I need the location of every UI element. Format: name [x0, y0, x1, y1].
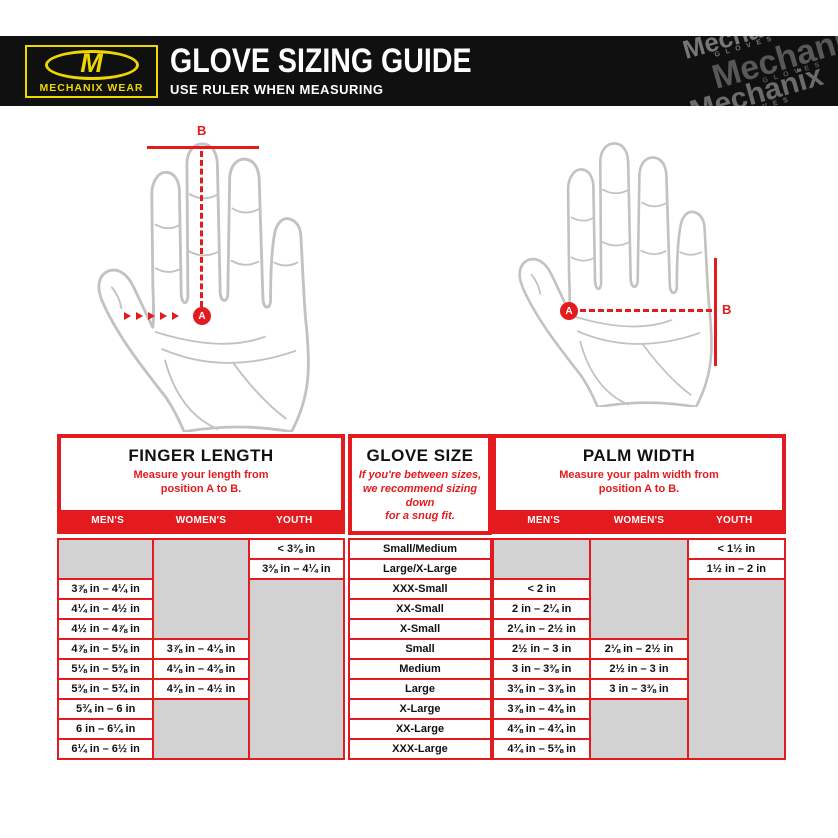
column-header: YOUTH	[276, 514, 313, 526]
cell-finger_length-mens-row3: 3⅞ in – 4¼ in	[59, 580, 153, 598]
empty-cell-finger_length-mens	[59, 540, 153, 578]
cell-palm_width-mens-row4: 2 in – 2¼ in	[494, 600, 590, 618]
section-palm-width: PALM WIDTH Measure your palm width from p…	[492, 434, 786, 534]
cell-finger_length-mens-row7: 5⅛ in – 5⅜ in	[59, 660, 153, 678]
logo-m-mark: M	[80, 48, 103, 78]
mechanix-logo: M MECHANIX WEAR	[25, 45, 158, 98]
section-title: GLOVE SIZE	[366, 446, 474, 465]
cell-glove_size-size-row4: XX-Small	[350, 600, 490, 618]
arrow-icon	[148, 312, 155, 320]
logo-oval-icon: M	[44, 48, 139, 80]
section-header-panel: PALM WIDTH Measure your palm width from p…	[496, 438, 782, 510]
section-finger-length: FINGER LENGTH Measure your length from po…	[57, 434, 345, 534]
cell-palm_width-youth-row1: < 1½ in	[688, 540, 784, 558]
cell-glove_size-size-row8: Large	[350, 680, 490, 698]
cell-finger_length-mens-row9: 5¾ in – 6 in	[59, 700, 153, 718]
cell-palm_width-womens-row6: 2⅛ in – 2½ in	[591, 640, 687, 658]
cell-finger_length-womens-row8: 4⅜ in – 4½ in	[154, 680, 248, 698]
cell-finger_length-youth-row1: < 3⅜ in	[249, 540, 343, 558]
empty-cell-palm_width-mens	[494, 540, 590, 578]
cell-glove_size-size-row7: Medium	[350, 660, 490, 678]
measure-dashed-line-right	[580, 309, 712, 312]
column-header: MEN'S	[91, 514, 125, 526]
palm-width-grid: < 2 in 2 in – 2¼ in 2¼ in – 2½ in 2½ in – 3…	[492, 538, 786, 760]
measure-arrows-left	[124, 312, 179, 320]
cell-glove_size-size-row2: Large/X-Large	[350, 560, 490, 578]
cell-finger_length-mens-row11: 6¼ in – 6½ in	[59, 740, 153, 758]
column-header-row: MEN'S WOMEN'S YOUTH	[61, 510, 341, 530]
arrow-icon	[136, 312, 143, 320]
empty-cell-palm_width-youth	[688, 580, 784, 758]
measure-line-b-right	[714, 258, 717, 366]
right-hand-illustration	[518, 142, 713, 407]
section-header-panel: GLOVE SIZE If you're between sizes, we re…	[352, 438, 488, 531]
cell-glove_size-size-row5: X-Small	[350, 620, 490, 638]
cell-finger_length-mens-row8: 5⅜ in – 5¾ in	[59, 680, 153, 698]
left-hand-illustration	[97, 142, 310, 432]
section-title: FINGER LENGTH	[128, 446, 274, 465]
section-glove-size: GLOVE SIZE If you're between sizes, we re…	[348, 434, 492, 535]
cell-palm_width-mens-row5: 2¼ in – 2½ in	[494, 620, 590, 638]
measure-dashed-line-left	[200, 151, 203, 307]
cell-palm_width-mens-row8: 3⅜ in – 3⅞ in	[494, 680, 590, 698]
empty-cell-finger_length-womens	[154, 540, 248, 638]
cell-glove_size-size-row6: Small	[350, 640, 490, 658]
brand-name: MECHANIX WEAR	[39, 81, 144, 94]
cell-glove_size-size-row10: XX-Large	[350, 720, 490, 738]
marker-b-right: B	[722, 302, 732, 317]
marker-a-left: A	[193, 307, 211, 325]
cell-palm_width-womens-row8: 3 in – 3⅜ in	[591, 680, 687, 698]
cell-glove_size-size-row11: XXX-Large	[350, 740, 490, 758]
column-header: WOMEN'S	[175, 514, 227, 526]
cell-glove_size-size-row1: Small/Medium	[350, 540, 490, 558]
cell-palm_width-mens-row9: 3⅞ in – 4⅜ in	[494, 700, 590, 718]
cell-glove_size-size-row3: XXX-Small	[350, 580, 490, 598]
marker-a-right: A	[560, 302, 578, 320]
finger-length-grid: 3⅞ in – 4¼ in 4¼ in – 4½ in 4½ in – 4⅞ in 4…	[57, 538, 345, 760]
cell-palm_width-mens-row10: 4⅜ in – 4¾ in	[494, 720, 590, 738]
page-title: GLOVE SIZING GUIDE	[170, 42, 472, 80]
cell-palm_width-mens-row3: < 2 in	[494, 580, 590, 598]
empty-cell-finger_length-youth	[249, 580, 343, 758]
glove-size-grid: Small/Medium Large/X-Large XXX-Small XX-Sma…	[348, 538, 492, 760]
cell-finger_length-womens-row7: 4⅛ in – 4⅜ in	[154, 660, 248, 678]
section-title: PALM WIDTH	[582, 446, 696, 465]
cell-palm_width-youth-row2: 1½ in – 2 in	[688, 560, 784, 578]
column-header-row: MEN'S WOMEN'S YOUTH	[496, 510, 782, 530]
empty-cell-finger_length-womens	[154, 700, 248, 758]
section-description: Measure your length from position A to B.	[133, 469, 269, 495]
column-header: YOUTH	[716, 514, 753, 526]
empty-cell-palm_width-womens	[591, 540, 687, 638]
section-description: If you're between sizes, we recommend siz…	[358, 469, 482, 523]
page-subtitle: USE RULER WHEN MEASURING	[170, 82, 384, 97]
cell-palm_width-mens-row6: 2½ in – 3 in	[494, 640, 590, 658]
section-description: Measure your palm width from position A t…	[559, 469, 719, 495]
section-header-panel: FINGER LENGTH Measure your length from po…	[61, 438, 341, 510]
arrow-icon	[124, 312, 131, 320]
cell-finger_length-mens-row4: 4¼ in – 4½ in	[59, 600, 153, 618]
cell-finger_length-mens-row10: 6 in – 6¼ in	[59, 720, 153, 738]
cell-palm_width-mens-row11: 4¾ in – 5⅜ in	[494, 740, 590, 758]
cell-palm_width-mens-row7: 3 in – 3⅜ in	[494, 660, 590, 678]
cell-palm_width-womens-row7: 2½ in – 3 in	[591, 660, 687, 678]
column-header: MEN'S	[527, 514, 561, 526]
measure-line-b-left	[147, 146, 259, 149]
arrow-icon	[160, 312, 167, 320]
header-bar: M MECHANIX WEAR GLOVE SIZING GUIDE USE R…	[0, 36, 838, 106]
cell-finger_length-mens-row6: 4⅞ in – 5⅛ in	[59, 640, 153, 658]
marker-b-left: B	[197, 123, 207, 138]
cell-finger_length-youth-row2: 3⅜ in – 4¼ in	[249, 560, 343, 578]
empty-cell-palm_width-womens	[591, 700, 687, 758]
cell-finger_length-mens-row5: 4½ in – 4⅞ in	[59, 620, 153, 638]
column-header: WOMEN'S	[613, 514, 665, 526]
arrow-icon	[172, 312, 179, 320]
cell-finger_length-womens-row6: 3⅞ in – 4⅛ in	[154, 640, 248, 658]
cell-glove_size-size-row9: X-Large	[350, 700, 490, 718]
